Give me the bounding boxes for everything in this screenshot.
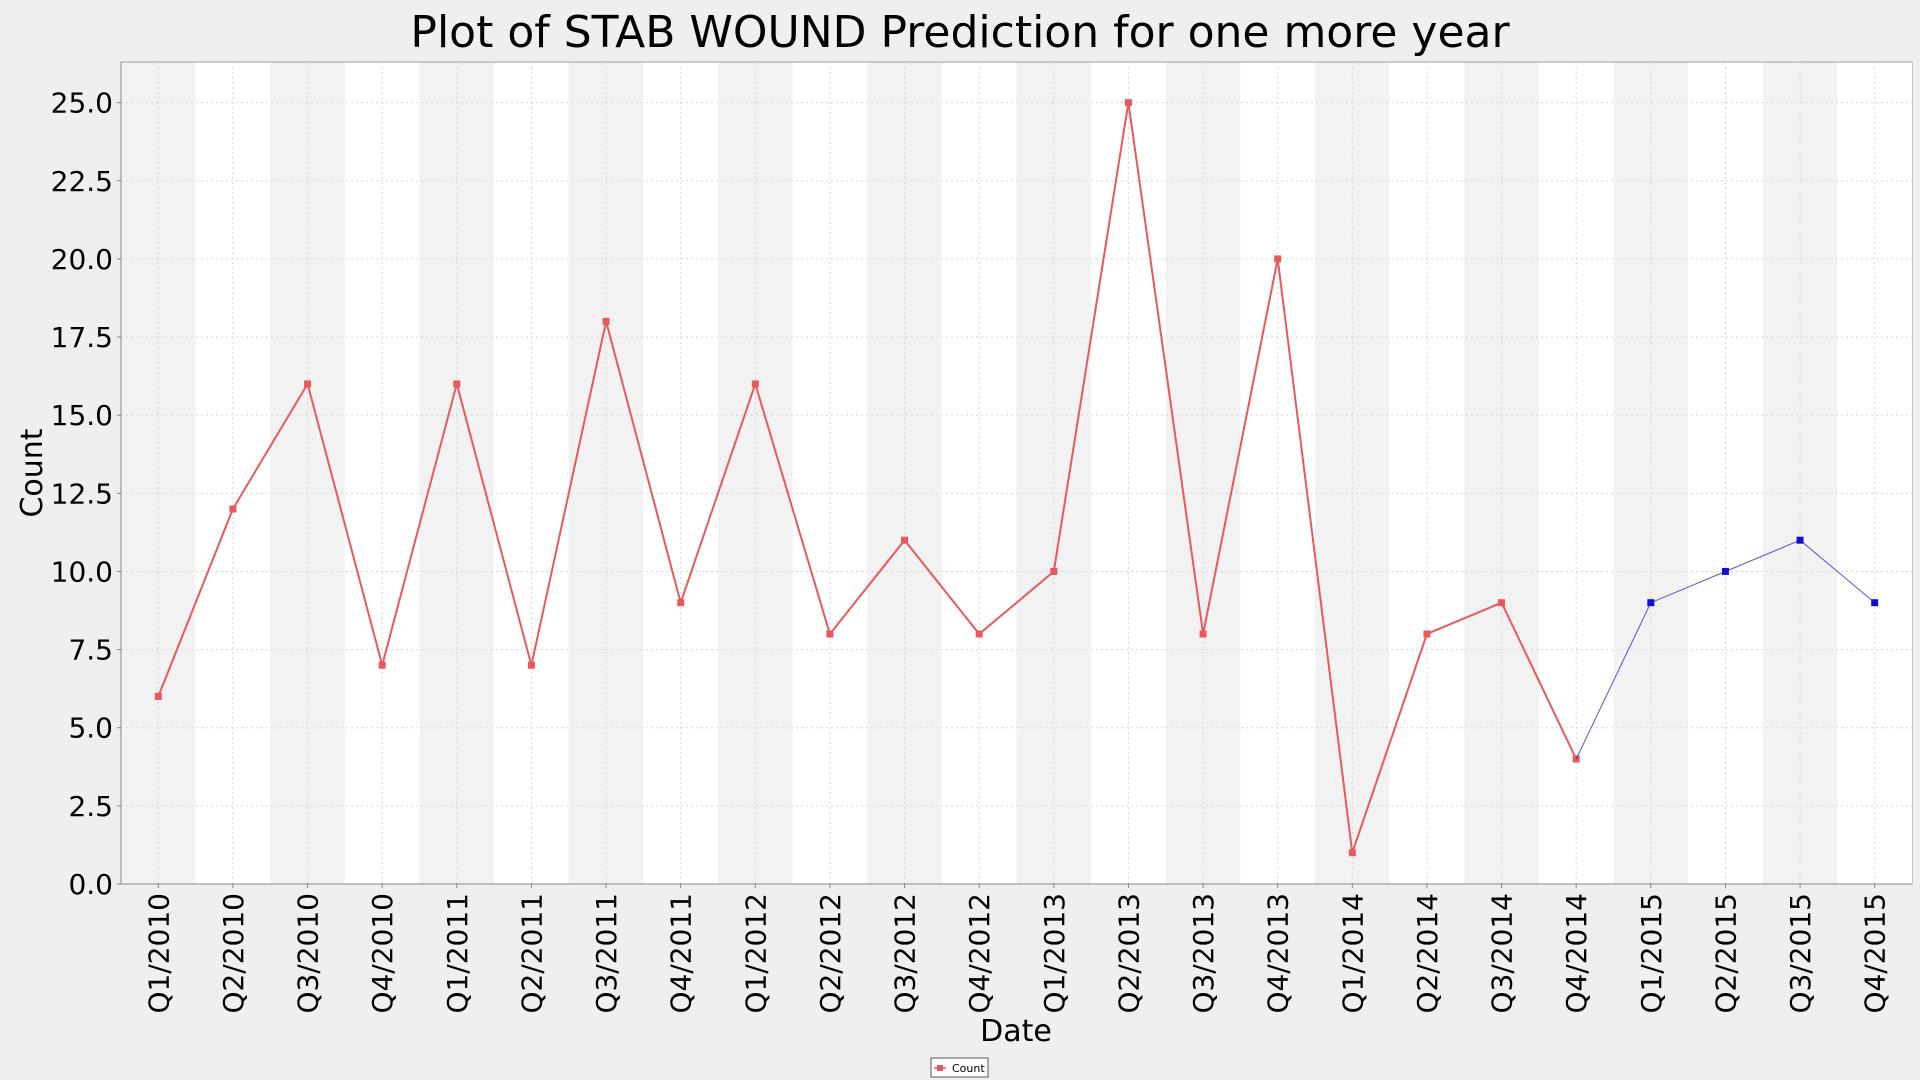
data-point [378, 661, 386, 669]
gridlines [121, 62, 1912, 885]
data-point [229, 505, 237, 513]
x-tick-label: Q3/2011 [590, 893, 623, 1014]
y-tick-label: 10.0 [51, 555, 113, 588]
x-tick-label: Q1/2014 [1336, 893, 1369, 1014]
x-tick-label: Q4/2015 [1859, 893, 1892, 1014]
x-axis-label: Date [980, 1014, 1052, 1049]
data-point [1199, 630, 1207, 638]
x-tick-label: Q4/2013 [1262, 893, 1295, 1014]
x-tick-label: Q1/2010 [142, 893, 175, 1014]
data-point [1647, 599, 1655, 607]
category-bands [121, 62, 1912, 884]
y-tick-label: 7.5 [68, 634, 113, 667]
data-point [1124, 99, 1132, 107]
data-point [1498, 599, 1506, 607]
x-tick-label: Q2/2014 [1411, 893, 1444, 1014]
y-tick-label: 0.0 [68, 868, 113, 901]
x-tick-label: Q2/2011 [515, 893, 548, 1014]
x-tick-label: Q3/2013 [1187, 893, 1220, 1014]
x-tick-label: Q2/2012 [814, 893, 847, 1014]
data-point [1423, 630, 1431, 638]
y-tick-label: 12.5 [51, 477, 113, 510]
x-tick-label: Q3/2015 [1784, 893, 1817, 1014]
series-line-0 [157, 102, 1578, 854]
y-axis-label: Count [15, 428, 50, 517]
x-tick-label: Q1/2011 [441, 893, 474, 1014]
x-tick-label: Q2/2010 [217, 893, 250, 1014]
data-point [1871, 599, 1879, 607]
x-tick-label: Q3/2014 [1486, 893, 1519, 1014]
data-point [1721, 567, 1729, 575]
data-point [826, 630, 834, 638]
data-point [453, 380, 461, 388]
y-tick-label: 20.0 [51, 243, 113, 276]
x-tick-label: Q2/2015 [1709, 893, 1742, 1014]
data-point [1050, 567, 1058, 575]
data-point [527, 661, 535, 669]
y-axis: 0.0 2.5 5.0 7.5 10.0 12.5 15.0 17.5 20.0 22.5 25.0 [51, 62, 122, 901]
x-axis: Q1/2010 Q2/2010 Q3/2010 Q4/2010 Q1/2011 Q2/20… [121, 883, 1912, 1014]
x-tick-label: Q4/2010 [366, 893, 399, 1014]
legend-label-count: Count [952, 1062, 985, 1075]
x-tick-label: Q4/2014 [1560, 893, 1593, 1014]
x-tick-label: Q3/2010 [292, 893, 325, 1014]
legend-marker [937, 1065, 943, 1071]
x-tick-label: Q2/2013 [1112, 893, 1145, 1014]
data-point [1348, 849, 1356, 857]
data-point [602, 317, 610, 325]
data-point [901, 536, 909, 544]
y-tick-label: 25.0 [51, 87, 113, 120]
x-tick-label: Q1/2012 [739, 893, 772, 1014]
data-point [304, 380, 312, 388]
data-point [677, 599, 685, 607]
y-tick-label: 17.5 [51, 321, 113, 354]
x-tick-label: Q3/2012 [889, 893, 922, 1014]
x-tick-label: Q1/2015 [1635, 893, 1668, 1014]
y-tick-label: 15.0 [51, 399, 113, 432]
y-tick-label: 5.0 [68, 712, 113, 745]
plot-area [120, 61, 1913, 885]
x-tick-label: Q4/2011 [665, 893, 698, 1014]
data-point [154, 692, 162, 700]
legend-box [930, 1057, 989, 1078]
y-tick-label: 22.5 [51, 165, 113, 198]
y-tick-label: 2.5 [68, 790, 113, 823]
legend: Count [930, 1057, 989, 1078]
data-point [1274, 255, 1282, 263]
chart-title: Plot of STAB WOUND Prediction for one mo… [410, 7, 1510, 58]
series-layer [154, 99, 1879, 857]
data-point [751, 380, 759, 388]
x-tick-label: Q4/2012 [963, 893, 996, 1014]
x-tick-label: Q1/2013 [1038, 893, 1071, 1014]
data-point [975, 630, 983, 638]
data-point [1796, 536, 1804, 544]
